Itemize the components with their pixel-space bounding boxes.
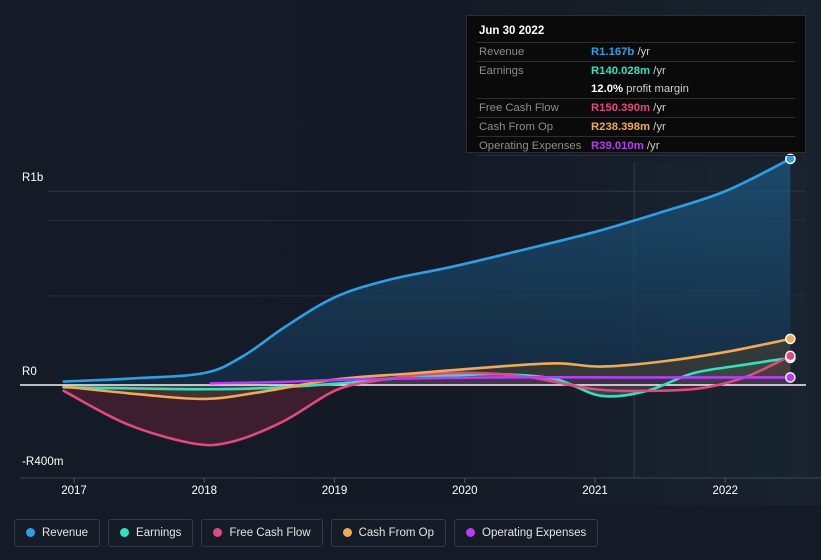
tooltip-date: Jun 30 2022 bbox=[479, 25, 545, 37]
chart-legend[interactable]: Revenue Earnings Free Cash Flow Cash From O… bbox=[0, 505, 821, 560]
tooltip-row-suffix: /yr bbox=[634, 46, 651, 58]
tooltip-row-amount: R238.398m bbox=[591, 121, 651, 133]
legend-item-free-cash-flow[interactable]: Free Cash Flow bbox=[201, 518, 323, 547]
tooltip-row-suffix: /yr bbox=[643, 140, 660, 152]
tooltip-row: Earnings R140.028m /yr bbox=[477, 61, 795, 80]
area-fill-free-cash-flow bbox=[63, 355, 791, 446]
x-axis-ticks bbox=[73, 478, 726, 483]
legend-color-dot-icon bbox=[466, 528, 476, 537]
legend-color-dot-icon bbox=[120, 528, 130, 537]
series-lines bbox=[62, 157, 792, 447]
tooltip-row-label: Revenue bbox=[477, 42, 589, 62]
legend-item-label: Free Cash Flow bbox=[229, 526, 311, 539]
y-axis-label-r0: R0 bbox=[22, 366, 37, 378]
line-free-cash-flow bbox=[62, 354, 792, 447]
endpoint-free-cash-flow bbox=[785, 350, 796, 362]
tooltip-row: Operating Expenses R39.010m /yr bbox=[477, 136, 795, 156]
tooltip-row-suffix: /yr bbox=[650, 121, 666, 133]
x-axis-label-2020: 2020 bbox=[451, 485, 478, 497]
tooltip-row: Revenue R1.167b /yr bbox=[477, 42, 795, 62]
tooltip-row-amount: R39.010m bbox=[591, 140, 644, 152]
chart-tooltip: Jun 30 2022 Revenue R1.167b /yr Earnings R1… bbox=[466, 15, 806, 158]
tooltip-row-suffix: /yr bbox=[650, 65, 666, 77]
endpoint-cash-from-op bbox=[785, 333, 796, 345]
tooltip-row-value: R1.167b /yr bbox=[589, 42, 795, 62]
legend-color-dot-icon bbox=[213, 528, 223, 537]
tooltip-row-amount: 12.0% bbox=[591, 83, 624, 95]
tooltip-row-value: 12.0% profit margin bbox=[589, 80, 795, 99]
legend-item-label: Revenue bbox=[42, 526, 89, 539]
legend-item-label: Earnings bbox=[136, 526, 182, 539]
line-operating-expenses bbox=[209, 375, 792, 385]
y-axis-label-r1b: R1b bbox=[22, 172, 44, 185]
tooltip-row-label: Cash From Op bbox=[477, 117, 589, 137]
line-cash-from-op bbox=[62, 337, 792, 401]
tooltip-row-value: R140.028m /yr bbox=[589, 61, 795, 80]
tooltip-row-label: Earnings bbox=[477, 61, 589, 80]
tooltip-row-label: Operating Expenses bbox=[477, 136, 589, 156]
tooltip-footer-rule bbox=[477, 155, 795, 158]
legend-color-dot-icon bbox=[342, 528, 352, 537]
tooltip-row-amount: R1.167b bbox=[591, 46, 635, 58]
legend-item-label: Operating Expenses bbox=[482, 526, 587, 539]
x-axis-label-2022: 2022 bbox=[712, 485, 739, 497]
tooltip-row-amount: R150.390m bbox=[591, 102, 651, 114]
legend-item-cash-from-op[interactable]: Cash From Op bbox=[330, 518, 447, 547]
x-axis-label-2019: 2019 bbox=[321, 485, 348, 497]
tooltip-row: 12.0% profit margin bbox=[477, 80, 795, 99]
legend-item-revenue[interactable]: Revenue bbox=[14, 518, 101, 547]
line-revenue bbox=[62, 157, 792, 383]
tooltip-row-amount: R140.028m bbox=[591, 65, 651, 77]
tooltip-row-value: R238.398m /yr bbox=[589, 117, 795, 137]
tooltip-row-value: R39.010m /yr bbox=[589, 136, 795, 156]
tooltip-row: Free Cash Flow R150.390m /yr bbox=[477, 98, 795, 118]
legend-item-label: Cash From Op bbox=[358, 526, 435, 539]
legend-color-dot-icon bbox=[26, 528, 35, 537]
x-axis-label-2021: 2021 bbox=[582, 485, 608, 497]
tooltip-table: Revenue R1.167b /yr Earnings R140.028m /yr 1… bbox=[477, 42, 795, 158]
tooltip-row-label bbox=[477, 80, 589, 99]
endpoint-operating-expenses bbox=[785, 372, 796, 383]
x-axis-label-2018: 2018 bbox=[191, 485, 218, 497]
tooltip-row-value: R150.390m /yr bbox=[589, 98, 795, 118]
x-axis-label-2017: 2017 bbox=[61, 485, 87, 497]
tooltip-row: Cash From Op R238.398m /yr bbox=[477, 117, 795, 137]
tooltip-row-label: Free Cash Flow bbox=[477, 98, 589, 118]
legend-item-operating-expenses[interactable]: Operating Expenses bbox=[454, 518, 599, 547]
tooltip-row-suffix: profit margin bbox=[623, 83, 689, 95]
y-axis-label-minus-r400m: -R400m bbox=[22, 455, 64, 468]
tooltip-row-suffix: /yr bbox=[650, 102, 666, 114]
legend-item-earnings[interactable]: Earnings bbox=[108, 518, 194, 547]
